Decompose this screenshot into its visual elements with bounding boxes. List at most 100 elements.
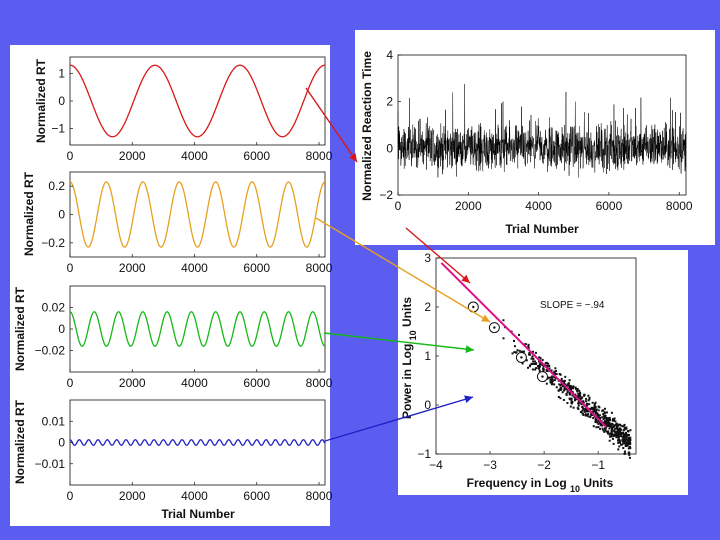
- data-point: [604, 427, 607, 430]
- highlighted-point-center: [493, 326, 496, 329]
- data-point: [600, 422, 603, 425]
- data-point: [587, 394, 590, 397]
- data-point: [564, 383, 567, 386]
- data-point: [513, 351, 516, 354]
- data-point: [531, 350, 534, 353]
- connector-arrowhead: [464, 395, 473, 404]
- data-point: [613, 434, 616, 437]
- data-point: [623, 450, 626, 453]
- y-tick-label: 4: [386, 48, 393, 62]
- data-point: [595, 426, 598, 429]
- x-tick-label: 4000: [181, 376, 208, 390]
- data-point: [531, 368, 534, 371]
- data-point: [605, 423, 608, 426]
- data-point: [547, 376, 550, 379]
- fit-line: [440, 262, 607, 428]
- data-point: [629, 447, 632, 450]
- data-point: [567, 382, 570, 385]
- data-point: [584, 400, 587, 403]
- data-point: [581, 412, 584, 415]
- data-point: [619, 428, 622, 431]
- x-tick-label: 0: [395, 199, 402, 213]
- axes-raw: [397, 54, 687, 196]
- data-point: [559, 397, 562, 400]
- data-point: [587, 399, 590, 402]
- data-point: [578, 391, 581, 394]
- ylabel-raw: Normalized Reaction Time: [360, 51, 374, 201]
- data-point: [588, 396, 591, 399]
- data-point: [540, 363, 543, 366]
- data-point: [618, 441, 621, 444]
- y-tick-label: −1: [51, 122, 65, 136]
- data-point: [518, 349, 521, 352]
- x-tick-label: 0: [67, 149, 74, 163]
- data-point: [627, 434, 630, 437]
- data-point: [627, 451, 630, 454]
- x-tick-label: −2: [537, 458, 551, 472]
- data-point: [598, 414, 601, 417]
- data-point: [610, 411, 613, 414]
- data-point: [623, 428, 626, 431]
- data-point: [607, 424, 610, 427]
- data-point: [558, 383, 561, 386]
- series-sine1: [70, 64, 325, 138]
- data-point: [610, 430, 613, 433]
- data-point: [560, 387, 563, 390]
- data-point: [622, 440, 625, 443]
- data-point: [622, 438, 625, 441]
- data-point: [624, 441, 627, 444]
- data-point: [623, 440, 626, 443]
- data-point: [568, 385, 571, 388]
- data-point: [619, 432, 622, 435]
- data-point: [571, 390, 574, 393]
- data-point: [554, 367, 557, 370]
- data-point: [594, 407, 597, 410]
- data-point: [572, 385, 575, 388]
- data-point: [622, 447, 625, 450]
- data-point: [613, 417, 616, 420]
- data-point: [628, 456, 631, 459]
- data-point: [601, 427, 604, 430]
- data-point: [569, 387, 572, 390]
- data-point: [623, 426, 626, 429]
- data-point: [568, 391, 571, 394]
- data-point: [621, 431, 624, 434]
- data-point: [628, 453, 631, 456]
- data-point: [610, 435, 613, 438]
- data-point: [530, 362, 533, 365]
- data-point: [555, 386, 558, 389]
- data-point: [577, 402, 580, 405]
- data-point: [527, 346, 530, 349]
- data-point: [565, 384, 568, 387]
- data-point: [533, 362, 536, 365]
- data-point: [592, 408, 595, 411]
- data-point: [582, 400, 585, 403]
- data-point: [594, 401, 597, 404]
- data-point: [612, 426, 615, 429]
- y-tick-label: 2: [386, 95, 393, 109]
- data-point: [596, 421, 599, 424]
- data-point: [574, 386, 577, 389]
- data-point: [577, 392, 580, 395]
- data-point: [582, 407, 585, 410]
- data-point: [535, 367, 538, 370]
- data-point: [596, 414, 599, 417]
- data-point: [539, 362, 542, 365]
- data-point: [615, 423, 618, 426]
- x-tick-label: 2000: [455, 199, 482, 213]
- x-tick-label: 4000: [525, 199, 552, 213]
- data-point: [545, 382, 548, 385]
- data-point: [600, 424, 603, 427]
- x-tick-label: 8000: [666, 199, 693, 213]
- data-point: [538, 365, 541, 368]
- data-point: [597, 426, 600, 429]
- data-point: [612, 429, 615, 432]
- data-point: [541, 358, 544, 361]
- data-point: [605, 430, 608, 433]
- data-point: [549, 376, 552, 379]
- data-point: [571, 394, 574, 397]
- data-point: [559, 384, 562, 387]
- data-point: [624, 443, 627, 446]
- data-point: [629, 442, 632, 445]
